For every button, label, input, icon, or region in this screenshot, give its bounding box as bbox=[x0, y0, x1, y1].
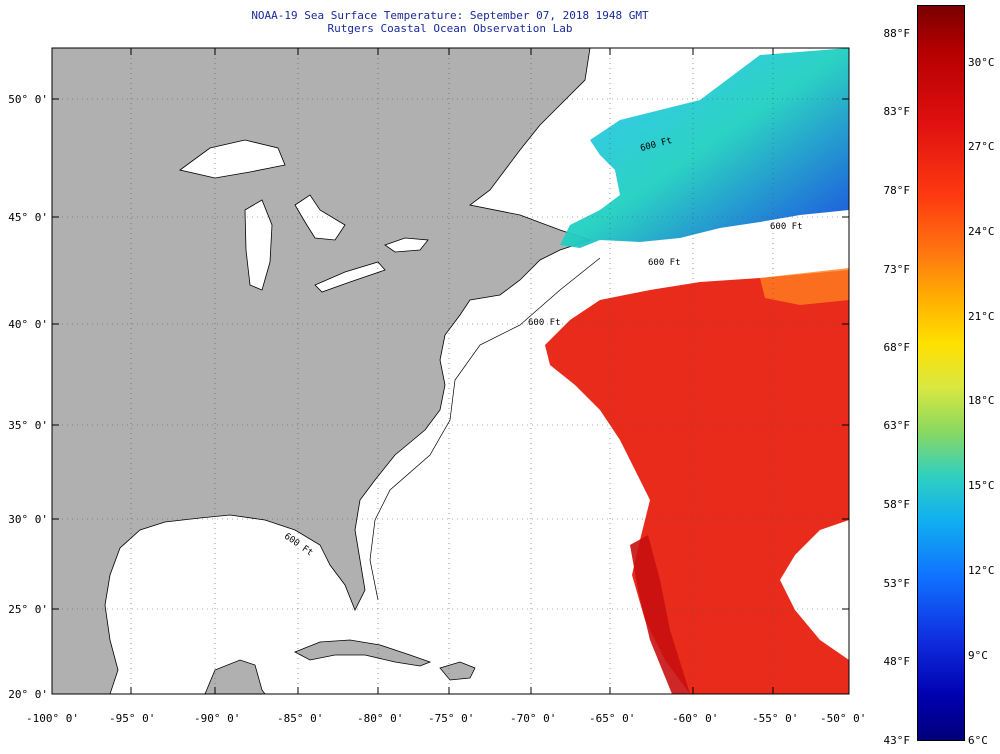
lon-label-100: -100° 0' bbox=[26, 712, 79, 725]
colorbar-c-30: 30°C bbox=[968, 56, 995, 69]
lon-label-65: -65° 0' bbox=[589, 712, 636, 725]
sst-hot-band bbox=[760, 268, 849, 305]
colorbar-c-18: 18°C bbox=[968, 394, 995, 407]
map-subtitle: Rutgers Coastal Ocean Observation Lab bbox=[327, 22, 573, 35]
land-cuba bbox=[294, 639, 432, 667]
lat-label-40: 40° 0' bbox=[8, 318, 48, 331]
colorbar-c-21: 21°C bbox=[968, 310, 995, 323]
colorbar-c-9: 9°C bbox=[968, 649, 988, 662]
temperature-colorbar bbox=[917, 5, 965, 741]
lon-label-70: -70° 0' bbox=[510, 712, 557, 725]
lon-label-80: -80° 0' bbox=[357, 712, 404, 725]
axis-ticks bbox=[51, 48, 850, 695]
land-hispaniola bbox=[439, 661, 476, 681]
colorbar-f-58: 58°F bbox=[883, 498, 911, 511]
colorbar-f-78: 78°F bbox=[883, 184, 911, 197]
lat-label-25: 25° 0' bbox=[8, 603, 48, 616]
sst-warm-strip bbox=[630, 535, 690, 694]
colorbar-f-43: 43°F bbox=[883, 734, 911, 747]
lon-label-95: -95° 0' bbox=[109, 712, 156, 725]
lat-label-35: 35° 0' bbox=[8, 419, 48, 432]
lon-label-90: -90° 0' bbox=[194, 712, 241, 725]
colorbar-f-48: 48°F bbox=[883, 655, 911, 668]
colorbar-c-15: 15°C bbox=[968, 479, 995, 492]
great-lakes bbox=[179, 139, 429, 293]
lon-label-50: -50° 0' bbox=[820, 712, 867, 725]
colorbar-f-53: 53°F bbox=[883, 577, 911, 590]
map-title: NOAA-19 Sea Surface Temperature: Septemb… bbox=[251, 9, 649, 22]
lat-label-45: 45° 0' bbox=[8, 211, 48, 224]
land-yucatan bbox=[204, 659, 266, 694]
colorbar-c-6: 6°C bbox=[968, 734, 988, 747]
isobath-label: 600 Ft bbox=[770, 222, 803, 232]
colorbar-f-63: 63°F bbox=[883, 419, 911, 432]
colorbar-c-12: 12°C bbox=[968, 564, 995, 577]
lon-label-85: -85° 0' bbox=[277, 712, 324, 725]
colorbar-f-73: 73°F bbox=[883, 263, 911, 276]
colorbar-c-27: 27°C bbox=[968, 140, 995, 153]
colorbar-f-88: 88°F bbox=[883, 27, 911, 40]
lat-label-30: 30° 0' bbox=[8, 513, 48, 526]
lon-label-60: -60° 0' bbox=[672, 712, 719, 725]
sst-cold-region bbox=[560, 48, 849, 248]
isobath-label: 600 Ft bbox=[528, 318, 561, 328]
colorbar-f-68: 68°F bbox=[883, 341, 911, 354]
lon-label-55: -55° 0' bbox=[752, 712, 799, 725]
lat-label-20: 20° 0' bbox=[8, 688, 48, 701]
plot-frame bbox=[51, 47, 850, 695]
colorbar-c-24: 24°C bbox=[968, 225, 995, 238]
lon-label-75: -75° 0' bbox=[428, 712, 475, 725]
lat-label-50: 50° 0' bbox=[8, 93, 48, 106]
colorbar-f-83: 83°F bbox=[883, 105, 911, 118]
sst-map bbox=[51, 47, 850, 695]
land-north-america bbox=[52, 48, 592, 694]
isobath-label: 600 Ft bbox=[648, 258, 681, 268]
isobath-600ft bbox=[369, 257, 601, 601]
